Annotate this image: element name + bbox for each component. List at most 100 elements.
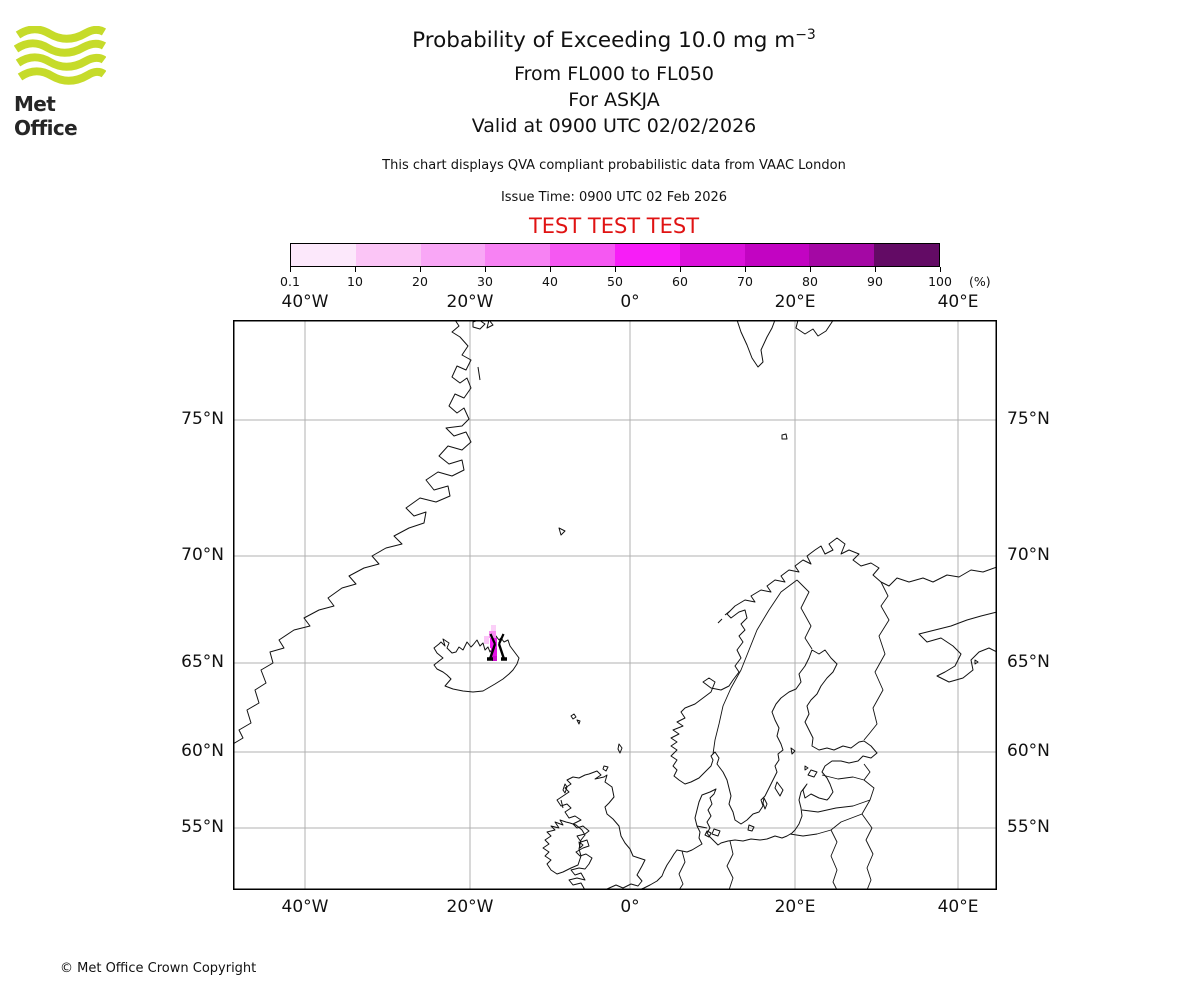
longitude-label: 0° (620, 897, 640, 917)
volcano-marker-askja (487, 633, 507, 661)
coastline-iceland (433, 635, 520, 693)
latitude-label: 65°N (1007, 652, 1050, 672)
longitude-label: 0° (620, 292, 640, 312)
coastline-oland (762, 797, 768, 810)
latitude-label: 70°N (181, 545, 224, 565)
colorbar-tickmark (420, 267, 422, 272)
coastline-greenland-islands (472, 320, 494, 381)
probability-colorbar (290, 243, 940, 267)
longitude-label: 20°W (446, 292, 494, 312)
subtitle-valid-time: Valid at 0900 UTC 02/02/2026 (471, 115, 757, 137)
coastline-aland (790, 747, 796, 755)
colorbar-tickmark (875, 267, 877, 272)
colorbar-tick-label: 40 (542, 274, 558, 289)
coastline-white-sea (918, 611, 997, 683)
longitude-label: 20°E (774, 292, 816, 312)
border-estonia-russia (863, 763, 871, 781)
coastline-svalbard (736, 320, 834, 440)
met-office-waves-icon (13, 25, 107, 85)
latitude-label: 75°N (1007, 409, 1050, 429)
issue-time: Issue Time: 0900 UTC 02 Feb 2026 (500, 190, 728, 205)
test-banner: TEST TEST TEST (528, 214, 700, 238)
latitude-label: 55°N (1007, 817, 1050, 837)
colorbar-tick-label: 10 (347, 274, 363, 289)
colorbar-segment (420, 244, 486, 266)
latitude-label: 55°N (181, 817, 224, 837)
latitude-labels-left: 75°N 70°N 65°N 60°N 55°N (0, 320, 230, 890)
plume-cell (491, 625, 496, 631)
qva-note: This chart displays QVA compliant probab… (382, 158, 846, 173)
copyright-notice: © Met Office Crown Copyright (60, 961, 257, 976)
colorbar-segment (485, 244, 551, 266)
border-lithuania-belarus (861, 799, 874, 890)
colorbar-tickmark (940, 267, 942, 272)
colorbar-segment (809, 244, 875, 266)
border-finland-sweden (796, 579, 813, 650)
coastline-orkney (602, 765, 609, 772)
coastline-lofoten-islets (717, 610, 731, 624)
map-frame (233, 320, 997, 890)
colorbar-tickmark (550, 267, 552, 272)
colorbar-tickmarks (290, 267, 942, 273)
coastline-scandinavia-mainland (638, 537, 997, 890)
coastline-saaremaa (804, 765, 818, 778)
border-norway-sweden (712, 579, 798, 755)
colorbar-tick-labels: 0.1 10 20 30 40 50 60 70 80 90 100 (280, 274, 952, 290)
longitude-label: 40°E (937, 292, 979, 312)
colorbar-segment (355, 244, 421, 266)
colorbar-segment (874, 244, 939, 266)
latitude-label: 60°N (181, 741, 224, 761)
coastlines (233, 320, 997, 890)
colorbar-tick-label: 80 (802, 274, 818, 289)
subtitle-volcano: For ASKJA (568, 89, 660, 111)
longitude-label: 20°W (446, 897, 494, 917)
colorbar-tickmark (615, 267, 617, 272)
colorbar-unit-label: (%) (969, 274, 991, 289)
colorbar-tickmark (355, 267, 357, 272)
border-latvia-lithuania (801, 799, 871, 813)
border-poland-belarus (830, 829, 838, 890)
border-lithuania-poland (789, 813, 863, 837)
coastline-greenland (233, 320, 472, 745)
colorbar-segment (291, 244, 356, 266)
coastline-danish-islands (704, 828, 721, 838)
colorbar-tickmark (485, 267, 487, 272)
latitude-label: 70°N (1007, 545, 1050, 565)
colorbar-tickmark (810, 267, 812, 272)
coastline-gotland (774, 781, 784, 797)
coastline-faroe-islands (570, 713, 581, 725)
border-netherlands-germany (678, 850, 686, 890)
graticule-gridlines (233, 320, 997, 890)
coastline-ireland (542, 819, 586, 875)
border-finland-russia (863, 581, 890, 741)
plume-cell (491, 648, 497, 656)
coastline-shetland (617, 743, 623, 754)
border-latvia-russia (863, 779, 875, 801)
colorbar-segment (614, 244, 680, 266)
colorbar-tick-label: 60 (672, 274, 688, 289)
longitude-label: 40°W (281, 897, 329, 917)
latitude-labels-right: 75°N 70°N 65°N 60°N 55°N (1002, 320, 1200, 890)
longitude-labels-top: 40°W 20°W 0° 20°E 40°E (233, 292, 997, 312)
colorbar-tick-label: 30 (477, 274, 493, 289)
latitude-label: 65°N (181, 652, 224, 672)
plume-cell (489, 631, 496, 638)
colorbar-tick-label: 50 (607, 274, 623, 289)
longitude-labels-bottom: 40°W 20°W 0° 20°E 40°E (233, 897, 997, 917)
coastline-hebrides (560, 783, 584, 849)
longitude-label: 40°E (937, 897, 979, 917)
coastline-jan-mayen (558, 527, 566, 536)
colorbar-tick-label: 20 (412, 274, 428, 289)
plume-cell (484, 636, 489, 644)
page-title: Probability of Exceeding 10.0 mg m−3 (412, 27, 816, 54)
colorbar-tick-label: 100 (928, 274, 952, 289)
met-office-logo-text: Met Office (14, 92, 78, 140)
coastline-bornholm (747, 824, 755, 832)
plume-cell (492, 656, 497, 661)
subtitle-flight-levels: From FL000 to FL050 (514, 63, 714, 85)
latitude-label: 75°N (181, 409, 224, 429)
colorbar-segment (550, 244, 615, 266)
colorbar-tickmark (680, 267, 682, 272)
colorbar-tickmark (745, 267, 747, 272)
